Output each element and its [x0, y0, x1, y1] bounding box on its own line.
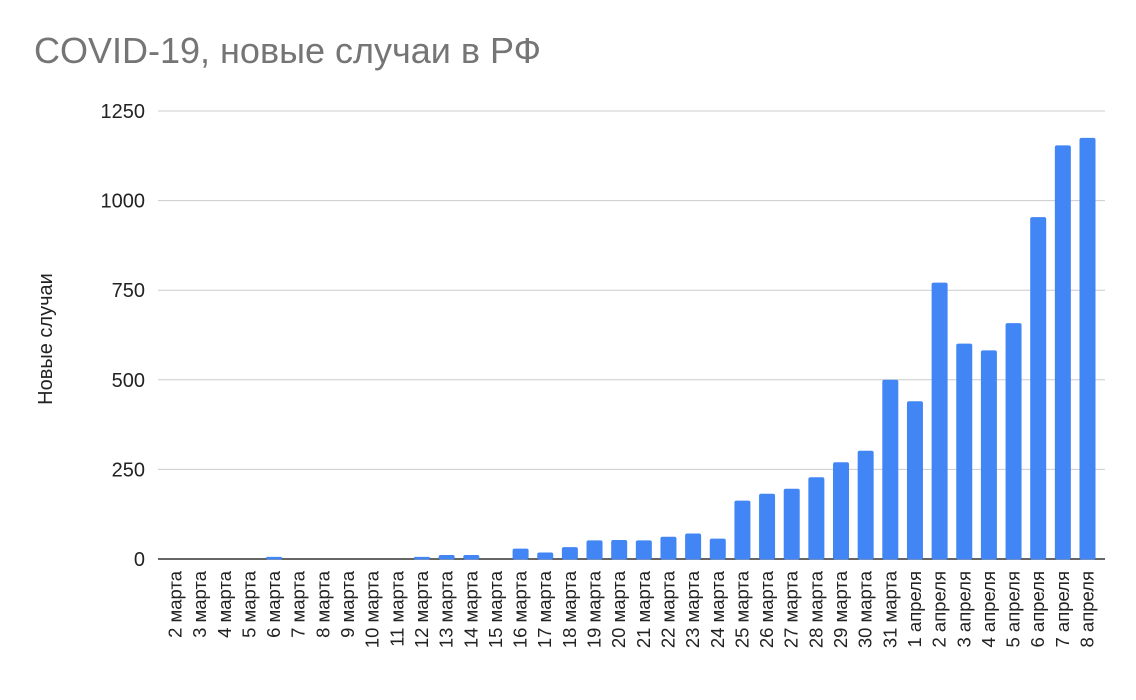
x-tick-label: 8 апреля: [1077, 571, 1098, 648]
x-tick-label: 6 апреля: [1027, 571, 1048, 648]
x-tick-label: 5 апреля: [1003, 571, 1024, 648]
y-tick-label: 1000: [101, 191, 146, 213]
x-tick-label: 6 марта: [263, 570, 284, 638]
bar: [1005, 323, 1022, 560]
y-tick-label: 1250: [101, 101, 146, 123]
x-tick-label: 4 марта: [214, 570, 235, 638]
bar: [685, 533, 702, 560]
x-tick-label: 3 апреля: [953, 571, 974, 648]
x-tick-label: 13 марта: [436, 570, 457, 648]
x-tick-label: 3 марта: [189, 570, 210, 638]
x-tick-label: 25 марта: [731, 570, 752, 648]
bar: [438, 555, 455, 560]
bar: [759, 493, 776, 560]
x-tick-label: 12 марта: [411, 570, 432, 648]
x-tick-label: 28 марта: [805, 570, 826, 648]
bar: [882, 379, 899, 560]
bar: [1030, 217, 1047, 560]
x-tick-label: 16 марта: [510, 570, 531, 648]
chart-title: COVID-19, новые случаи в РФ: [34, 30, 541, 71]
x-tick-label: 4 апреля: [978, 571, 999, 648]
x-tick-label: 22 марта: [657, 570, 678, 648]
x-tick-label: 5 марта: [238, 570, 259, 638]
bar: [709, 538, 726, 560]
x-tick-label: 7 апреля: [1052, 571, 1073, 648]
x-tick-label: 17 марта: [534, 570, 555, 648]
x-tick-label: 9 марта: [337, 570, 358, 638]
bar: [512, 548, 529, 560]
x-tick-label: 15 марта: [485, 570, 506, 648]
x-tick-label: 31 марта: [879, 570, 900, 648]
bar: [1079, 137, 1096, 560]
bar: [635, 540, 652, 560]
bar: [413, 556, 430, 560]
y-tick-label: 500: [112, 370, 145, 392]
bar: [833, 462, 850, 560]
x-tick-label: 2 марта: [165, 570, 186, 638]
bar: [463, 555, 480, 560]
y-tick-label: 0: [134, 549, 145, 571]
bar: [561, 547, 578, 560]
x-tick-label: 14 марта: [460, 570, 481, 648]
bar: [1054, 145, 1071, 560]
x-tick-label: 2 апреля: [929, 571, 950, 648]
bar: [266, 556, 283, 560]
x-tick-label: 27 марта: [781, 570, 802, 648]
bar: [537, 552, 554, 560]
bar: [906, 401, 923, 560]
bar: [586, 540, 603, 560]
bar: [931, 282, 948, 560]
bar: [611, 540, 628, 560]
x-tick-label: 26 марта: [756, 570, 777, 648]
y-axis-label: Новые случаи: [35, 273, 57, 405]
bar: [660, 536, 677, 560]
bar: [783, 488, 800, 560]
bar: [980, 350, 997, 560]
bar: [857, 450, 874, 560]
x-tick-label: 20 марта: [608, 570, 629, 648]
x-tick-label: 11 марта: [386, 570, 407, 646]
bar: [734, 500, 751, 560]
x-tick-label: 18 марта: [559, 570, 580, 648]
x-tick-label: 10 марта: [362, 570, 383, 648]
y-tick-label: 250: [112, 459, 145, 481]
x-tick-label: 30 марта: [855, 570, 876, 648]
bar: [808, 477, 825, 560]
x-tick-label: 8 марта: [312, 570, 333, 638]
y-tick-label: 750: [112, 280, 145, 302]
x-tick-label: 1 апреля: [904, 571, 925, 648]
x-tick-label: 19 марта: [584, 570, 605, 648]
x-tick-label: 24 марта: [707, 570, 728, 648]
x-tick-label: 23 марта: [682, 570, 703, 648]
x-tick-label: 7 марта: [288, 570, 309, 638]
x-tick-label: 29 марта: [830, 570, 851, 648]
x-tick-label: 21 марта: [633, 570, 654, 648]
bar: [956, 343, 973, 560]
